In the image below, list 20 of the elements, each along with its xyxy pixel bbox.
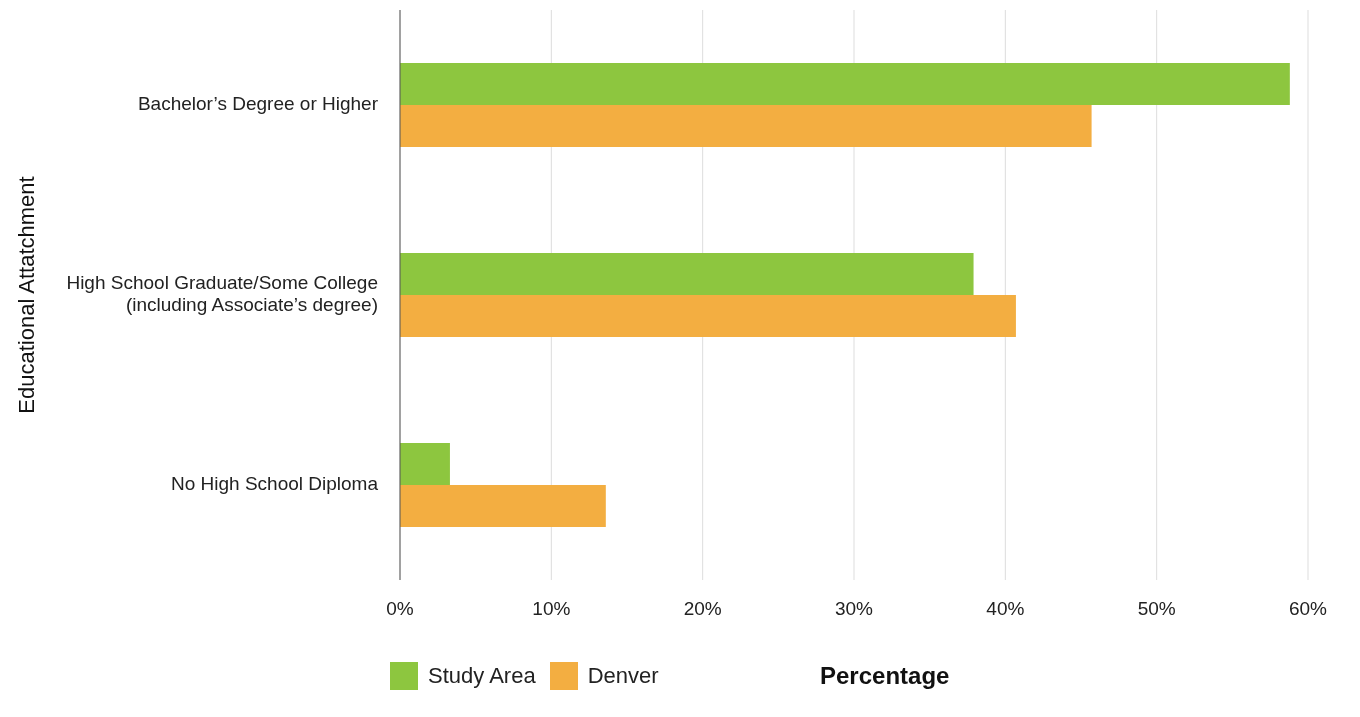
x-tick-label: 10% bbox=[532, 598, 571, 620]
bar bbox=[400, 295, 1016, 337]
legend-label: Study Area bbox=[428, 663, 536, 689]
y-tick-label: Bachelor’s Degree or Higher bbox=[137, 93, 379, 115]
x-tick-label: 50% bbox=[1137, 598, 1176, 620]
legend-label: Denver bbox=[587, 663, 659, 689]
x-tick-label: 20% bbox=[683, 598, 722, 620]
bar bbox=[400, 253, 974, 295]
bar bbox=[400, 105, 1092, 147]
y-tick-label: High School Graduate/Some College (including Associate’s degree) bbox=[66, 272, 378, 316]
x-tick-label: 30% bbox=[834, 598, 874, 620]
x-axis-title: Percentage bbox=[820, 662, 950, 690]
y-tick-label: No High School Diploma bbox=[171, 473, 379, 495]
x-tick-label: 40% bbox=[986, 598, 1025, 620]
x-tick-label: 0% bbox=[386, 598, 414, 620]
bar bbox=[400, 485, 606, 527]
bar bbox=[400, 63, 1290, 105]
bar bbox=[400, 443, 450, 485]
x-tick-label: 60% bbox=[1288, 598, 1328, 620]
y-axis-title: Educational Attatchment bbox=[13, 176, 39, 414]
